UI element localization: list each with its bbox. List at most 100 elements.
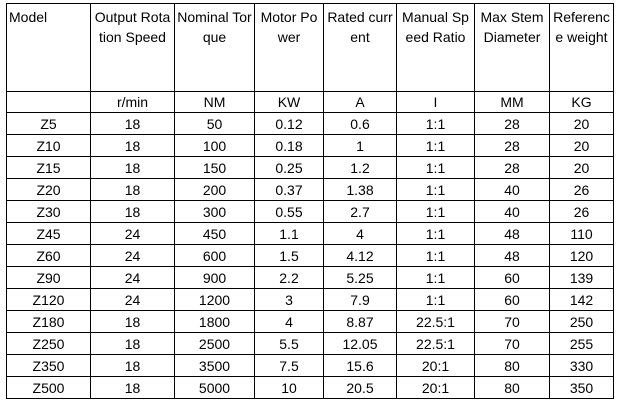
value-cell: 0.25 bbox=[254, 156, 324, 179]
value-cell: 1:1 bbox=[396, 112, 475, 135]
data-row: Z60 24 600 1.5 4.12 1:1 48 120 bbox=[6, 244, 614, 267]
value-cell: 1:1 bbox=[396, 288, 475, 311]
value-cell: 18 bbox=[90, 200, 175, 223]
header-cell: Max Stem Diameter bbox=[474, 3, 550, 92]
value-cell: 24 bbox=[90, 288, 175, 311]
value-cell: 150 bbox=[174, 156, 255, 179]
value-cell: 18 bbox=[90, 354, 175, 377]
value-cell: 4 bbox=[254, 310, 324, 333]
value-cell: 24 bbox=[90, 244, 175, 267]
value-cell: 1800 bbox=[174, 310, 255, 333]
value-cell: 48 bbox=[474, 222, 550, 245]
value-cell: 255 bbox=[549, 332, 614, 355]
value-cell: 48 bbox=[474, 244, 550, 267]
unit-cell: A bbox=[323, 91, 397, 113]
value-cell: 0.6 bbox=[323, 112, 397, 135]
data-row: Z180 18 1800 4 8.87 22.5:1 70 250 bbox=[6, 310, 614, 333]
value-cell: 1 bbox=[323, 134, 397, 157]
value-cell: 22.5:1 bbox=[396, 332, 475, 355]
header-cell: Rated current bbox=[323, 3, 397, 92]
value-cell: 0.55 bbox=[254, 200, 324, 223]
value-cell: 40 bbox=[474, 178, 550, 201]
header-cell: Nominal Torque bbox=[174, 3, 255, 92]
value-cell: 139 bbox=[549, 266, 614, 289]
value-cell: 120 bbox=[549, 244, 614, 267]
value-cell: 28 bbox=[474, 156, 550, 179]
unit-cell: MM bbox=[474, 91, 550, 113]
data-row: Z500 18 5000 10 20.5 20:1 80 350 bbox=[6, 376, 614, 399]
data-row: Z250 18 2500 5.5 12.05 22.5:1 70 255 bbox=[6, 332, 614, 355]
model-cell: Z350 bbox=[6, 354, 91, 377]
value-cell: 1.38 bbox=[323, 178, 397, 201]
unit-cell: KW bbox=[254, 91, 324, 113]
value-cell: 50 bbox=[174, 112, 255, 135]
value-cell: 70 bbox=[474, 332, 550, 355]
value-cell: 350 bbox=[549, 376, 614, 399]
data-row: Z30 18 300 0.55 2.7 1:1 40 26 bbox=[6, 200, 614, 223]
value-cell: 5.25 bbox=[323, 266, 397, 289]
value-cell: 22.5:1 bbox=[396, 310, 475, 333]
spec-table: Model Output Rotation Speed Nominal Torque… bbox=[6, 3, 614, 399]
value-cell: 18 bbox=[90, 112, 175, 135]
model-cell: Z90 bbox=[6, 266, 91, 289]
units-row: r/min NM KW A I MM KG bbox=[6, 91, 614, 113]
value-cell: 2.2 bbox=[254, 266, 324, 289]
value-cell: 200 bbox=[174, 178, 255, 201]
model-cell: Z30 bbox=[6, 200, 91, 223]
value-cell: 60 bbox=[474, 266, 550, 289]
value-cell: 70 bbox=[474, 310, 550, 333]
value-cell: 20:1 bbox=[396, 354, 475, 377]
value-cell: 40 bbox=[474, 200, 550, 223]
value-cell: 24 bbox=[90, 222, 175, 245]
value-cell: 80 bbox=[474, 376, 550, 399]
value-cell: 4.12 bbox=[323, 244, 397, 267]
value-cell: 5.5 bbox=[254, 332, 324, 355]
table-body: Model Output Rotation Speed Nominal Torque… bbox=[6, 3, 614, 399]
value-cell: 15.6 bbox=[323, 354, 397, 377]
value-cell: 3500 bbox=[174, 354, 255, 377]
value-cell: 1.1 bbox=[254, 222, 324, 245]
model-cell: Z10 bbox=[6, 134, 91, 157]
data-row: Z90 24 900 2.2 5.25 1:1 60 139 bbox=[6, 266, 614, 289]
value-cell: 26 bbox=[549, 178, 614, 201]
value-cell: 20 bbox=[549, 156, 614, 179]
model-cell: Z120 bbox=[6, 288, 91, 311]
model-cell: Z60 bbox=[6, 244, 91, 267]
value-cell: 8.87 bbox=[323, 310, 397, 333]
value-cell: 1.2 bbox=[323, 156, 397, 179]
value-cell: 3 bbox=[254, 288, 324, 311]
model-cell: Z20 bbox=[6, 178, 91, 201]
data-row: Z15 18 150 0.25 1.2 1:1 28 20 bbox=[6, 156, 614, 179]
value-cell: 100 bbox=[174, 134, 255, 157]
model-cell: Z500 bbox=[6, 376, 91, 399]
value-cell: 28 bbox=[474, 134, 550, 157]
header-cell: Motor Power bbox=[254, 3, 324, 92]
value-cell: 0.12 bbox=[254, 112, 324, 135]
value-cell: 1:1 bbox=[396, 244, 475, 267]
value-cell: 0.18 bbox=[254, 134, 324, 157]
header-cell: Output Rotation Speed bbox=[90, 3, 175, 92]
value-cell: 1:1 bbox=[396, 134, 475, 157]
value-cell: 1:1 bbox=[396, 222, 475, 245]
value-cell: 20 bbox=[549, 134, 614, 157]
value-cell: 18 bbox=[90, 310, 175, 333]
unit-cell: I bbox=[396, 91, 475, 113]
value-cell: 10 bbox=[254, 376, 324, 399]
model-cell: Z5 bbox=[6, 112, 91, 135]
value-cell: 12.05 bbox=[323, 332, 397, 355]
value-cell: 1200 bbox=[174, 288, 255, 311]
value-cell: 26 bbox=[549, 200, 614, 223]
value-cell: 20:1 bbox=[396, 376, 475, 399]
value-cell: 1.5 bbox=[254, 244, 324, 267]
value-cell: 7.9 bbox=[323, 288, 397, 311]
data-row: Z20 18 200 0.37 1.38 1:1 40 26 bbox=[6, 178, 614, 201]
value-cell: 330 bbox=[549, 354, 614, 377]
header-row: Model Output Rotation Speed Nominal Torque… bbox=[6, 3, 614, 92]
value-cell: 28 bbox=[474, 112, 550, 135]
value-cell: 60 bbox=[474, 288, 550, 311]
value-cell: 450 bbox=[174, 222, 255, 245]
value-cell: 4 bbox=[323, 222, 397, 245]
unit-cell bbox=[6, 91, 91, 113]
value-cell: 5000 bbox=[174, 376, 255, 399]
